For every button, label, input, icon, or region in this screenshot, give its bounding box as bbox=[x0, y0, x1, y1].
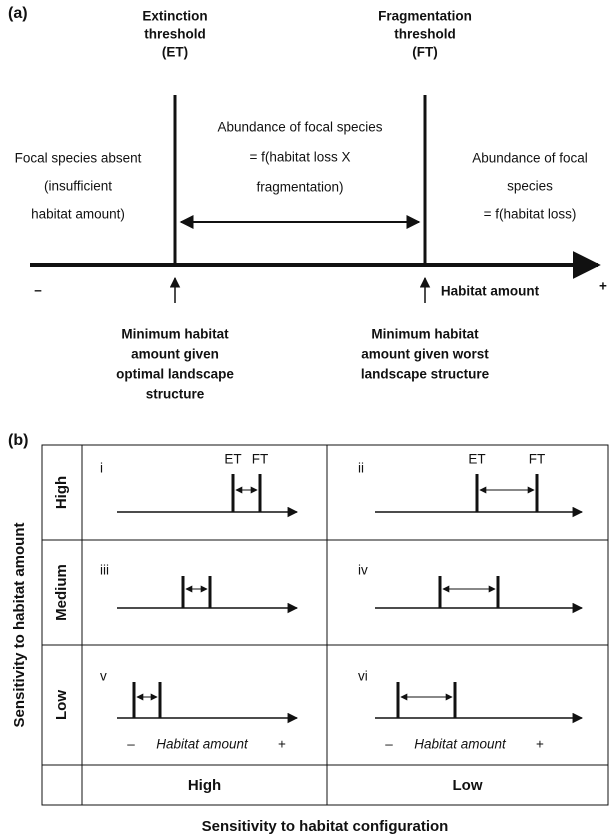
cell-axis-label: Habitat amount bbox=[414, 737, 507, 752]
region-text: (insufficient bbox=[44, 179, 112, 194]
column-header: High bbox=[188, 777, 221, 794]
cell-numeral: v bbox=[100, 669, 107, 684]
cell-ft-label: FT bbox=[252, 452, 269, 467]
threshold-label: Extinction bbox=[142, 9, 207, 24]
threshold-label: (ET) bbox=[162, 45, 188, 60]
note-text: Minimum habitat bbox=[121, 327, 229, 342]
cell-numeral: ii bbox=[358, 461, 364, 476]
column-header: Low bbox=[453, 777, 483, 794]
cell-axis-label: Habitat amount bbox=[156, 737, 249, 752]
cell-ft-label: FT bbox=[529, 452, 546, 467]
axis-label: Habitat amount bbox=[441, 284, 540, 299]
region-text: = f(habitat loss X bbox=[250, 150, 351, 165]
y-axis-title: Sensitivity to habitat amount bbox=[11, 522, 28, 727]
panel-label: (b) bbox=[8, 432, 28, 449]
cell-plus: + bbox=[536, 737, 544, 752]
threshold-label: (FT) bbox=[412, 45, 437, 60]
cell-et-label: ET bbox=[224, 452, 241, 467]
note-text: Minimum habitat bbox=[371, 327, 479, 342]
row-header: High bbox=[53, 476, 70, 509]
cell-numeral: i bbox=[100, 461, 103, 476]
threshold-label: threshold bbox=[394, 27, 456, 42]
note-text: optimal landscape bbox=[116, 367, 234, 382]
cell-et-label: ET bbox=[468, 452, 485, 467]
axis-plus: + bbox=[599, 279, 607, 294]
row-header: Medium bbox=[53, 564, 70, 621]
region-text: habitat amount) bbox=[31, 207, 125, 222]
cell-minus: – bbox=[385, 737, 393, 752]
note-text: structure bbox=[146, 387, 205, 402]
cell-numeral: iv bbox=[358, 563, 368, 578]
row-header: Low bbox=[53, 690, 70, 720]
region-text: Abundance of focal species bbox=[217, 120, 382, 135]
cell-numeral: iii bbox=[100, 563, 109, 578]
region-text: Focal species absent bbox=[15, 151, 142, 166]
region-text: species bbox=[507, 179, 553, 194]
region-text: = f(habitat loss) bbox=[484, 207, 577, 222]
note-text: amount given worst bbox=[361, 347, 489, 362]
region-text: fragmentation) bbox=[256, 180, 343, 195]
cell-minus: – bbox=[127, 737, 135, 752]
threshold-label: threshold bbox=[144, 27, 206, 42]
note-text: landscape structure bbox=[361, 367, 490, 382]
table-frame bbox=[41, 444, 609, 806]
x-axis-title: Sensitivity to habitat configuration bbox=[202, 818, 449, 835]
content bbox=[30, 95, 609, 806]
note-text: amount given bbox=[131, 347, 219, 362]
axis-minus: – bbox=[34, 283, 42, 298]
cell-plus: + bbox=[278, 737, 286, 752]
panel-label: (a) bbox=[8, 5, 28, 22]
cell-numeral: vi bbox=[358, 669, 368, 684]
threshold-label: Fragmentation bbox=[378, 9, 472, 24]
region-text: Abundance of focal bbox=[472, 151, 588, 166]
